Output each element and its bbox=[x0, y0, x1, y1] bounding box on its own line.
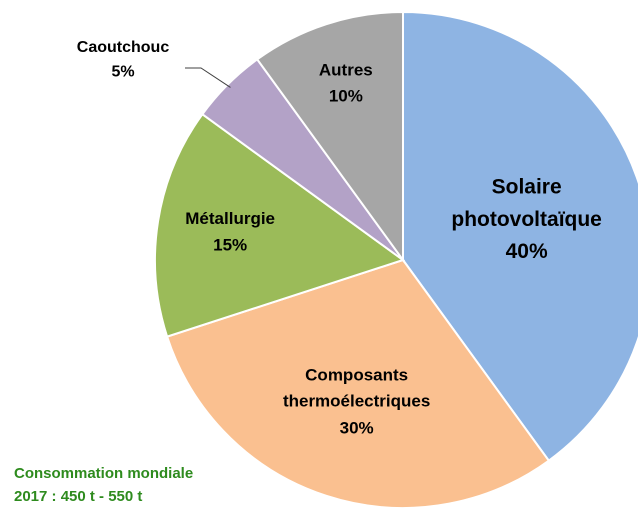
label-line: Composants bbox=[305, 366, 408, 385]
value-label: 30% bbox=[340, 418, 374, 437]
slice-label: Caoutchouc bbox=[77, 39, 170, 56]
label-line: Solaire bbox=[492, 175, 562, 198]
slice-label: Solaire photovoltaïque bbox=[451, 175, 602, 231]
label-line: photovoltaïque bbox=[451, 207, 602, 230]
label-line: thermoélectriques bbox=[283, 392, 430, 411]
pie-slice bbox=[165, 258, 551, 509]
pie-slice bbox=[402, 10, 638, 463]
pie-slice bbox=[154, 112, 406, 338]
annotation: 2017 : 450 t - 550 t bbox=[14, 488, 142, 505]
value-label: 5% bbox=[111, 64, 134, 81]
value-label: 10% bbox=[329, 87, 363, 106]
slice-label: Autres bbox=[319, 60, 373, 79]
leader-line bbox=[185, 67, 231, 88]
annotation: Consommation mondiale bbox=[14, 465, 193, 482]
value-label: 40% bbox=[506, 240, 548, 263]
slice-label: Composants thermoélectriques bbox=[283, 366, 430, 411]
slice-label: Métallurgie bbox=[185, 209, 275, 228]
pie-slice bbox=[255, 10, 404, 264]
value-label: 15% bbox=[213, 235, 247, 254]
